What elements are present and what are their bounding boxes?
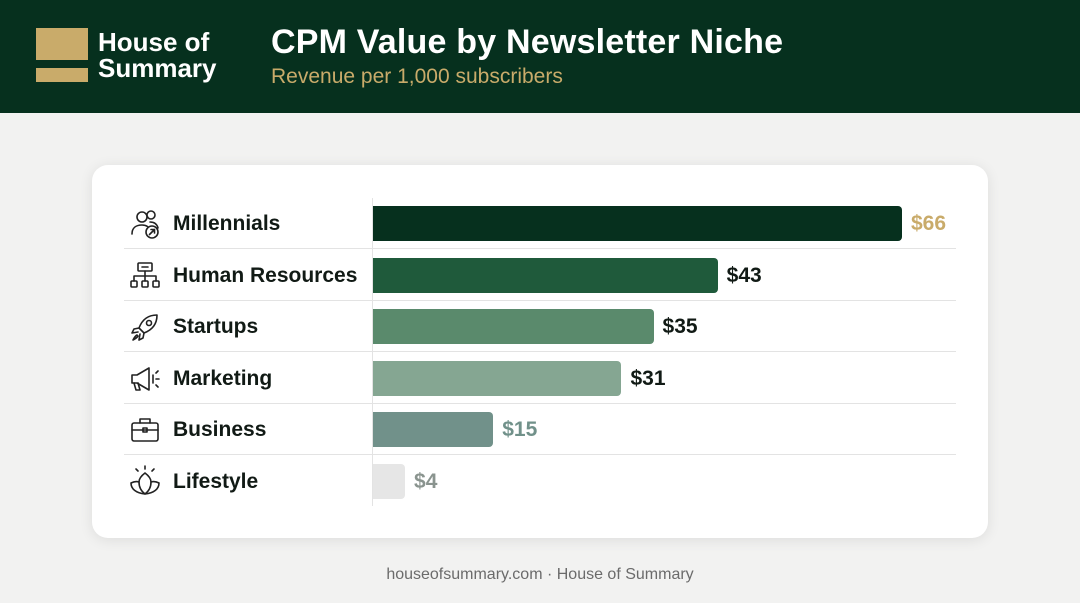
bar (373, 309, 654, 344)
chart-row: Millennials $66 (124, 198, 956, 249)
axis-divider (372, 198, 373, 506)
category-label: Marketing (173, 366, 273, 390)
bar (373, 206, 902, 241)
megaphone-icon (128, 362, 162, 396)
value-label: $4 (414, 469, 438, 493)
brand-line-2: Summary (98, 53, 217, 83)
bar (373, 257, 718, 293)
lotus-icon (128, 464, 162, 499)
rocket-icon (128, 310, 162, 344)
value-label: $15 (502, 418, 538, 441)
value-label: $43 (726, 263, 762, 287)
category-label: Human Resources (173, 263, 358, 287)
chart-row: Human Resources $43 (124, 250, 956, 301)
header-banner: House of Summary CPM Value by Newsletter… (0, 0, 1080, 113)
chart-title: CPM Value by Newsletter Niche (271, 23, 784, 61)
category-label: Lifestyle (173, 469, 259, 493)
chart-row: Marketing $31 (124, 353, 956, 404)
brand-line-1: House of (98, 27, 210, 57)
bar (373, 412, 494, 447)
org-chart-icon (128, 259, 162, 293)
category-label: Business (173, 418, 267, 441)
briefcase-icon (128, 413, 162, 447)
bar (373, 463, 406, 499)
footer-credit: houseofsummary.com · House of Summary (386, 566, 694, 583)
chart-row: Startups $35 (124, 301, 956, 352)
category-label: Startups (173, 315, 259, 338)
category-label: Millennials (173, 212, 281, 235)
chart-subtitle: Revenue per 1,000 subscribers (271, 65, 563, 88)
row-separator (124, 454, 956, 455)
brand-logo-icon (36, 28, 88, 84)
value-label: $66 (911, 212, 947, 235)
value-label: $31 (630, 366, 666, 390)
row-separator (124, 248, 956, 249)
chart-row: Lifestyle $4 (124, 456, 956, 507)
users-icon (128, 207, 162, 241)
chart-row: Business $15 (124, 404, 956, 455)
value-label: $35 (662, 315, 698, 338)
row-separator (124, 299, 956, 301)
brand-name: House of Summary (98, 29, 217, 81)
row-separator (124, 402, 956, 404)
row-separator (124, 351, 956, 352)
bar (373, 360, 622, 396)
